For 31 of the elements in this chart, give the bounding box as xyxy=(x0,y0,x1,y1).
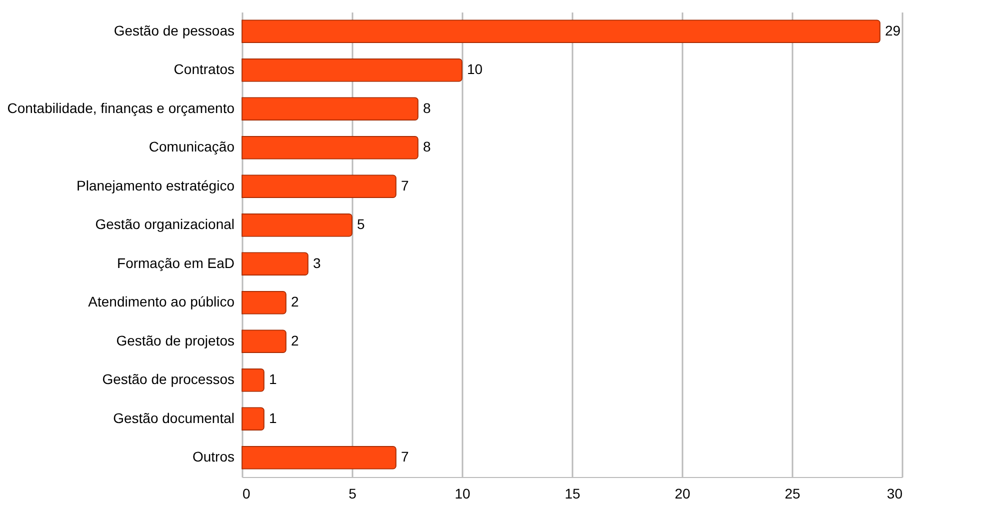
y-tick-label: Gestão de projetos xyxy=(116,332,234,348)
y-tick-label: Contabilidade, finanças e orçamento xyxy=(7,100,235,116)
x-tick-label: 25 xyxy=(784,486,800,502)
y-tick-label: Planejamento estratégico xyxy=(76,177,235,194)
data-label: 8 xyxy=(423,100,431,116)
data-label: 29 xyxy=(885,22,901,38)
x-tick-label: 20 xyxy=(674,486,690,502)
x-tick-label: 30 xyxy=(886,486,903,502)
y-tick-label: Comunicação xyxy=(148,138,235,155)
y-tick-label: Atendimento ao público xyxy=(88,294,235,310)
x-tick-label: 15 xyxy=(564,486,580,502)
x-tick-label: 0 xyxy=(242,486,250,502)
y-tick-label: Contratos xyxy=(174,61,234,78)
y-tick-label: Formação em EaD xyxy=(117,254,234,271)
y-tick-label: Gestão documental xyxy=(113,410,234,426)
data-label: 7 xyxy=(401,448,409,465)
data-label: 2 xyxy=(291,332,299,348)
data-label: 10 xyxy=(467,61,483,78)
data-label: 5 xyxy=(357,216,365,232)
y-tick-label: Gestão de processos xyxy=(102,371,234,388)
data-label: 1 xyxy=(269,371,277,388)
y-tick-label: Gestão de pessoas xyxy=(114,22,234,38)
data-label: 1 xyxy=(269,410,277,426)
data-label: 8 xyxy=(423,138,431,155)
data-label: 7 xyxy=(401,177,409,194)
y-tick-label: Gestão organizacional xyxy=(95,216,234,232)
data-label: 3 xyxy=(313,254,321,271)
y-tick-label: Outros xyxy=(192,448,234,465)
x-tick-label: 10 xyxy=(454,486,470,502)
data-label: 2 xyxy=(291,294,299,310)
x-tick-label: 5 xyxy=(348,486,357,502)
